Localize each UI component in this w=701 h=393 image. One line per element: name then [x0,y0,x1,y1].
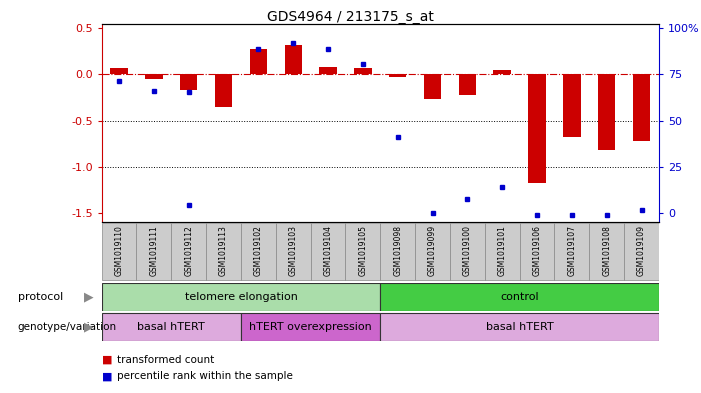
Text: GSM1019099: GSM1019099 [428,225,437,276]
FancyBboxPatch shape [624,223,659,281]
FancyBboxPatch shape [590,223,624,281]
Text: genotype/variation: genotype/variation [18,322,116,332]
Text: transformed count: transformed count [117,354,215,365]
Text: GSM1019101: GSM1019101 [498,225,507,276]
Text: protocol: protocol [18,292,63,302]
Text: telomere elongation: telomere elongation [184,292,297,302]
Bar [215,74,232,107]
Text: GSM1019113: GSM1019113 [219,225,228,276]
FancyBboxPatch shape [206,223,241,281]
Text: GSM1019100: GSM1019100 [463,225,472,276]
Bar [145,74,163,79]
Bar [633,74,651,141]
Text: basal hTERT: basal hTERT [486,322,554,332]
FancyBboxPatch shape [554,223,590,281]
Text: ■: ■ [102,371,112,382]
Text: GSM1019103: GSM1019103 [289,225,298,276]
FancyBboxPatch shape [519,223,554,281]
FancyBboxPatch shape [102,283,381,311]
Text: GSM1019109: GSM1019109 [637,225,646,276]
FancyBboxPatch shape [137,223,171,281]
Bar [529,74,546,183]
FancyBboxPatch shape [102,223,137,281]
Text: hTERT overexpression: hTERT overexpression [250,322,372,332]
Text: ▶: ▶ [84,290,94,303]
Bar [110,68,128,74]
Text: GSM1019104: GSM1019104 [324,225,332,276]
Text: GSM1019111: GSM1019111 [149,225,158,276]
Bar [250,50,267,74]
FancyBboxPatch shape [346,223,381,281]
Bar [598,74,615,150]
FancyBboxPatch shape [241,223,275,281]
Text: percentile rank within the sample: percentile rank within the sample [117,371,293,382]
FancyBboxPatch shape [171,223,206,281]
Text: GSM1019105: GSM1019105 [358,225,367,276]
Text: ▶: ▶ [84,320,94,333]
FancyBboxPatch shape [450,223,485,281]
Bar [458,74,476,95]
Text: GSM1019098: GSM1019098 [393,225,402,276]
FancyBboxPatch shape [485,223,519,281]
Text: GSM1019108: GSM1019108 [602,225,611,276]
Bar [320,67,336,74]
FancyBboxPatch shape [381,313,659,341]
Text: ■: ■ [102,354,112,365]
FancyBboxPatch shape [102,313,241,341]
FancyBboxPatch shape [381,283,659,311]
Text: basal hTERT: basal hTERT [137,322,205,332]
Bar [389,74,407,77]
Bar [494,70,511,74]
Text: GSM1019110: GSM1019110 [114,225,123,276]
FancyBboxPatch shape [241,313,381,341]
Text: GSM1019107: GSM1019107 [567,225,576,276]
Text: GDS4964 / 213175_s_at: GDS4964 / 213175_s_at [267,10,434,24]
Text: GSM1019112: GSM1019112 [184,225,193,276]
Text: GSM1019102: GSM1019102 [254,225,263,276]
FancyBboxPatch shape [275,223,311,281]
FancyBboxPatch shape [381,223,415,281]
Text: GSM1019106: GSM1019106 [533,225,542,276]
Bar [180,74,198,90]
Bar [424,74,441,99]
Bar [354,68,372,74]
Bar [563,74,580,137]
FancyBboxPatch shape [415,223,450,281]
Bar [285,45,302,74]
Text: control: control [501,292,539,302]
FancyBboxPatch shape [311,223,346,281]
